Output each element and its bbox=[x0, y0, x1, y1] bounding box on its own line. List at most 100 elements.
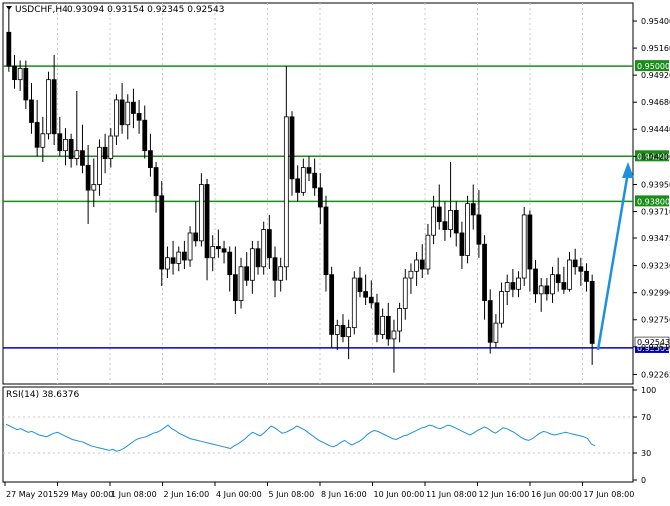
candle[interactable] bbox=[131, 88, 136, 129]
candle[interactable] bbox=[272, 246, 278, 298]
candle[interactable] bbox=[159, 181, 165, 286]
candle[interactable] bbox=[57, 116, 63, 157]
candle[interactable] bbox=[283, 66, 289, 281]
candle[interactable] bbox=[555, 257, 561, 292]
candle[interactable] bbox=[6, 7, 12, 72]
candle[interactable] bbox=[351, 271, 357, 335]
candle[interactable] bbox=[295, 165, 301, 202]
candle[interactable] bbox=[80, 124, 85, 174]
candle[interactable] bbox=[266, 214, 272, 270]
candle[interactable] bbox=[85, 145, 91, 224]
candle[interactable] bbox=[425, 223, 431, 275]
candle[interactable] bbox=[380, 308, 386, 339]
candle[interactable] bbox=[431, 195, 436, 245]
candle[interactable] bbox=[227, 246, 233, 292]
candle[interactable] bbox=[436, 184, 442, 230]
candle[interactable] bbox=[374, 293, 380, 343]
rsi-pane[interactable] bbox=[2, 386, 634, 483]
candle[interactable] bbox=[29, 83, 34, 134]
candle[interactable] bbox=[346, 319, 352, 360]
candle[interactable] bbox=[34, 99, 40, 157]
candle[interactable] bbox=[176, 246, 182, 272]
candle[interactable] bbox=[187, 226, 193, 267]
candle[interactable] bbox=[51, 54, 57, 146]
candle[interactable] bbox=[323, 195, 329, 292]
candle[interactable] bbox=[493, 314, 499, 348]
candle[interactable] bbox=[453, 201, 459, 247]
candle[interactable] bbox=[567, 252, 572, 292]
candle[interactable] bbox=[114, 94, 119, 146]
candle[interactable] bbox=[153, 161, 159, 213]
candle[interactable] bbox=[459, 221, 465, 270]
candle[interactable] bbox=[148, 133, 153, 177]
candle[interactable] bbox=[232, 246, 238, 315]
candle[interactable] bbox=[572, 248, 578, 275]
candle[interactable] bbox=[255, 240, 261, 275]
candle[interactable] bbox=[136, 99, 142, 134]
candle[interactable] bbox=[482, 235, 487, 320]
candle[interactable] bbox=[521, 207, 527, 286]
candle[interactable] bbox=[312, 158, 318, 196]
candle[interactable] bbox=[334, 319, 340, 351]
candle[interactable] bbox=[108, 128, 114, 168]
candle[interactable] bbox=[510, 269, 516, 298]
candle[interactable] bbox=[125, 94, 131, 140]
candle[interactable] bbox=[544, 278, 550, 301]
candle[interactable] bbox=[561, 266, 567, 294]
candle[interactable] bbox=[12, 54, 17, 89]
candle[interactable] bbox=[17, 60, 23, 91]
candle[interactable] bbox=[74, 90, 80, 166]
candle[interactable] bbox=[419, 244, 425, 279]
candle[interactable] bbox=[487, 289, 493, 354]
candle[interactable] bbox=[261, 221, 267, 275]
candle[interactable] bbox=[499, 282, 504, 328]
candle[interactable] bbox=[550, 266, 555, 303]
candle[interactable] bbox=[589, 274, 595, 365]
candle[interactable] bbox=[340, 314, 346, 343]
candle[interactable] bbox=[170, 240, 176, 275]
candle[interactable] bbox=[584, 263, 589, 292]
candle[interactable] bbox=[408, 263, 414, 294]
candle[interactable] bbox=[289, 111, 295, 196]
candle[interactable] bbox=[68, 133, 74, 168]
candle[interactable] bbox=[63, 128, 68, 166]
candle[interactable] bbox=[204, 178, 210, 281]
candle[interactable] bbox=[397, 302, 402, 343]
candle[interactable] bbox=[244, 252, 250, 286]
candle[interactable] bbox=[215, 229, 221, 258]
candle[interactable] bbox=[385, 302, 391, 346]
candle[interactable] bbox=[476, 190, 482, 258]
candle[interactable] bbox=[504, 274, 510, 306]
candle[interactable] bbox=[465, 195, 470, 264]
candle[interactable] bbox=[329, 266, 335, 348]
candle[interactable] bbox=[470, 184, 476, 230]
candle[interactable] bbox=[97, 139, 102, 196]
candle[interactable] bbox=[578, 257, 584, 286]
candle[interactable] bbox=[193, 201, 199, 247]
candle[interactable] bbox=[516, 271, 521, 298]
candle[interactable] bbox=[300, 158, 306, 196]
candle[interactable] bbox=[142, 105, 148, 159]
candle[interactable] bbox=[363, 274, 369, 306]
candle[interactable] bbox=[182, 240, 187, 270]
rsi-line[interactable] bbox=[5, 423, 596, 452]
candle[interactable] bbox=[40, 116, 46, 162]
candle[interactable] bbox=[221, 240, 227, 264]
candle[interactable] bbox=[442, 201, 448, 241]
candle[interactable] bbox=[102, 133, 108, 174]
candle[interactable] bbox=[402, 269, 408, 320]
candle[interactable] bbox=[23, 60, 29, 109]
candle[interactable] bbox=[210, 235, 216, 272]
candle[interactable] bbox=[414, 252, 419, 286]
candle[interactable] bbox=[357, 266, 363, 298]
candle[interactable] bbox=[199, 173, 204, 247]
candle[interactable] bbox=[119, 83, 125, 134]
candle[interactable] bbox=[317, 173, 323, 224]
candle[interactable] bbox=[448, 161, 453, 238]
candle[interactable] bbox=[527, 210, 533, 292]
candle[interactable] bbox=[368, 280, 374, 309]
candle[interactable] bbox=[46, 71, 51, 140]
candle[interactable] bbox=[306, 156, 312, 182]
candle[interactable] bbox=[249, 240, 255, 294]
